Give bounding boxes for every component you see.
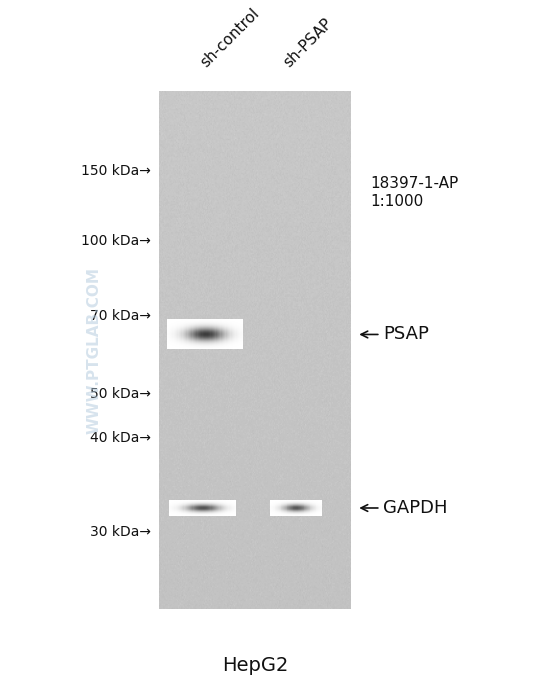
Text: 150 kDa→: 150 kDa→: [82, 164, 151, 178]
Text: WWW.PTGLAB.COM: WWW.PTGLAB.COM: [87, 267, 102, 433]
Text: 70 kDa→: 70 kDa→: [90, 309, 151, 323]
Text: HepG2: HepG2: [222, 656, 288, 675]
Text: sh-PSAP: sh-PSAP: [281, 15, 335, 70]
Text: 100 kDa→: 100 kDa→: [82, 234, 151, 248]
Text: 18397-1-AP
1:1000: 18397-1-AP 1:1000: [370, 176, 458, 209]
Text: 50 kDa→: 50 kDa→: [90, 387, 151, 401]
Text: sh-control: sh-control: [197, 6, 262, 70]
Text: GAPDH: GAPDH: [383, 499, 448, 517]
Text: 40 kDa→: 40 kDa→: [90, 431, 151, 445]
Text: 30 kDa→: 30 kDa→: [90, 525, 151, 539]
Text: PSAP: PSAP: [383, 326, 429, 344]
